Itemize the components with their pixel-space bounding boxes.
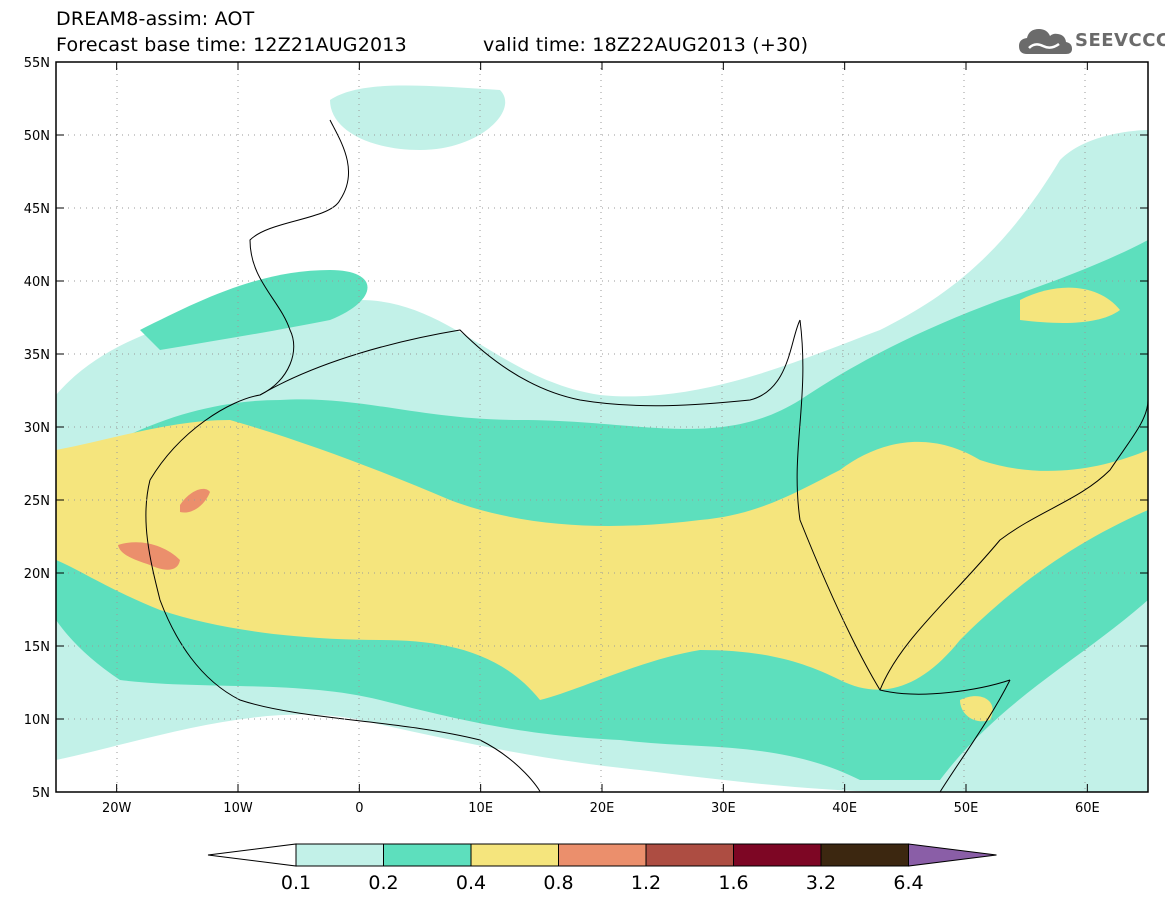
valid-time: valid time: 18Z22AUG2013 (+30) <box>483 34 809 56</box>
colorbar-low-arrow <box>207 843 297 867</box>
coastlines <box>145 119 1148 792</box>
lat-ticks <box>56 61 1148 793</box>
colorbar-level-label: 0.2 <box>368 872 399 894</box>
graticule <box>56 62 1148 792</box>
colorbar-level-label: 1.2 <box>630 872 662 894</box>
lon-label: 40E <box>832 801 857 816</box>
colorbar-swatch <box>733 843 822 867</box>
colorbar-level-label: 0.1 <box>280 872 312 894</box>
lon-label: 0 <box>355 801 363 816</box>
lon-label: 10E <box>468 801 493 816</box>
colorbar-level-label: 0.8 <box>543 872 574 894</box>
colorbar-swatch <box>295 843 384 867</box>
lat-label: 50N <box>24 129 50 144</box>
lon-ticks <box>116 62 1088 792</box>
cloud-logo-icon <box>1019 29 1072 54</box>
aot-band-0.4 <box>56 420 1148 700</box>
seevccc-logo: SEEVCCC <box>1017 24 1165 60</box>
colorbar-swatch <box>820 843 909 867</box>
lat-label: 45N <box>24 202 50 217</box>
lat-label: 5N <box>32 786 50 801</box>
aot-band-0.4-somalia <box>960 696 993 722</box>
colorbar-swatch <box>383 843 472 867</box>
aot-band-0.4-iran <box>1020 287 1120 323</box>
lon-label: 20E <box>590 801 615 816</box>
lon-label: 20W <box>102 801 132 816</box>
lat-label: 20N <box>24 567 50 582</box>
colorbar-swatch <box>645 843 734 867</box>
lon-label: 50E <box>954 801 979 816</box>
lat-label: 55N <box>24 56 50 71</box>
forecast-base-time: Forecast base time: 12Z21AUG2013 <box>56 34 407 56</box>
colorbar-level-label: 1.6 <box>718 872 749 894</box>
lat-labels: 55N 50N 45N 40N 35N 30N 25N 20N 15N 10N 5N <box>24 56 50 801</box>
colorbar-high-arrow <box>908 843 997 867</box>
colorbar <box>207 843 997 867</box>
lat-label: 25N <box>24 494 50 509</box>
colorbar-swatch <box>470 843 559 867</box>
lat-label: 40N <box>24 275 50 290</box>
lon-label: 30E <box>711 801 736 816</box>
chart-title: DREAM8-assim: AOT <box>56 8 255 30</box>
colorbar-level-label: 3.2 <box>805 872 837 894</box>
lat-label: 30N <box>24 421 50 436</box>
colorbar-level-label: 0.4 <box>455 872 487 894</box>
aot-band-0.8-morocco <box>180 488 210 513</box>
aot-band-0.2-iberia <box>140 270 368 350</box>
lon-label: 60E <box>1075 801 1100 816</box>
lon-labels: 20W 10W 0 10E 20E 30E 40E 50E 60E <box>102 801 1100 816</box>
logo-text: SEEVCCC <box>1075 30 1165 51</box>
lat-label: 10N <box>24 713 50 728</box>
lat-label: 15N <box>24 640 50 655</box>
aot-band-0.8-west-sahara <box>118 542 180 570</box>
aot-band-0.1-north <box>330 85 506 150</box>
lon-label: 10W <box>223 801 253 816</box>
aot-field <box>56 62 1148 792</box>
colorbar-level-label: 6.4 <box>893 872 924 894</box>
colorbar-swatch <box>558 843 647 867</box>
lat-label: 35N <box>24 348 50 363</box>
